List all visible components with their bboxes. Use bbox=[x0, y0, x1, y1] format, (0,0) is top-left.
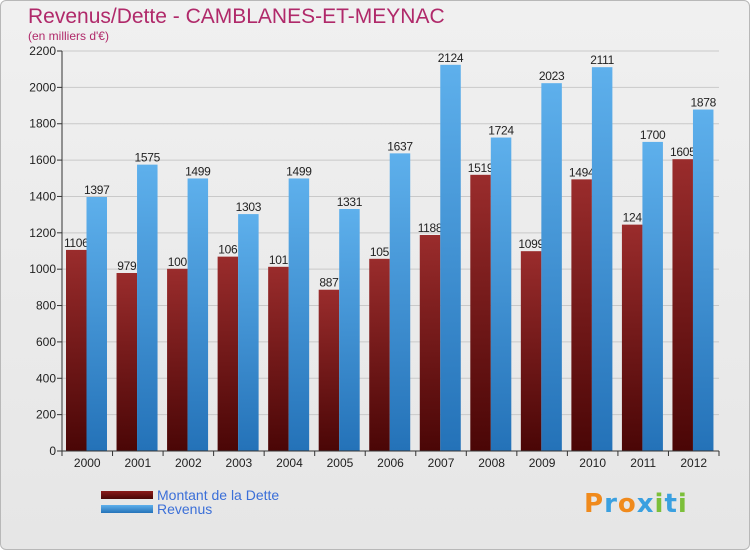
logo-letter: P bbox=[584, 489, 605, 519]
xtick-label-2004: 2004 bbox=[276, 456, 303, 470]
bar-revenus-2001 bbox=[137, 164, 158, 452]
data-label-dette-2007: 1188 bbox=[418, 221, 443, 235]
data-label-dette-2010: 1494 bbox=[569, 165, 595, 179]
bar-revenus-2008 bbox=[490, 137, 512, 451]
chart-title: Revenus/Dette - CAMBLANES-ET-MEYNAC bbox=[28, 5, 445, 28]
xtick-label-2005: 2005 bbox=[327, 456, 354, 470]
ytick-label-1400: 1400 bbox=[29, 189, 56, 203]
ytick-label-1000: 1000 bbox=[29, 262, 56, 276]
data-label-revenus-2006: 1637 bbox=[387, 139, 413, 153]
data-label-revenus-2012: 1878 bbox=[690, 96, 716, 110]
data-label-dette-2008: 1519 bbox=[468, 161, 494, 175]
data-label-dette-2005: 887 bbox=[319, 276, 339, 290]
data-label-revenus-2004: 1499 bbox=[286, 164, 312, 178]
data-label-dette-2001: 979 bbox=[117, 259, 137, 273]
bar-revenus-2011 bbox=[642, 141, 663, 451]
ytick-label-400: 400 bbox=[36, 371, 56, 385]
bar-dette-2005 bbox=[318, 289, 340, 451]
data-label-dette-2009: 1099 bbox=[518, 237, 544, 251]
xtick-label-2006: 2006 bbox=[377, 456, 404, 470]
data-label-dette-2012: 1605 bbox=[670, 145, 696, 159]
xtick-label-2003: 2003 bbox=[226, 456, 253, 470]
data-label-revenus-2007: 2124 bbox=[438, 51, 464, 65]
data-label-revenus-2000: 1397 bbox=[84, 183, 110, 197]
ytick-label-800: 800 bbox=[36, 299, 56, 313]
logo-letter: o bbox=[617, 489, 637, 519]
bar-revenus-2012 bbox=[692, 109, 714, 451]
data-label-revenus-2001: 1575 bbox=[135, 151, 161, 165]
data-label-revenus-2011: 1700 bbox=[640, 128, 666, 142]
ytick-label-1200: 1200 bbox=[29, 226, 56, 240]
bar-revenus-2005 bbox=[339, 209, 360, 451]
bar-revenus-2009 bbox=[541, 83, 562, 451]
bar-dette-2009 bbox=[520, 251, 542, 451]
bars: 1106 1397 979 1575 100 1499 106 1303 101 1499 887 1… bbox=[64, 51, 717, 452]
bar-revenus-2002 bbox=[187, 178, 209, 452]
data-label-revenus-2010: 2111 bbox=[590, 53, 614, 67]
logo-letter: i bbox=[677, 489, 688, 519]
data-label-dette-2002: 100 bbox=[168, 255, 188, 269]
bar-revenus-2007 bbox=[440, 64, 461, 451]
bar-dette-2006 bbox=[369, 258, 390, 451]
data-label-dette-2003: 106 bbox=[218, 243, 238, 257]
xtick-label-2008: 2008 bbox=[478, 456, 505, 470]
data-label-revenus-2002: 1499 bbox=[185, 164, 211, 178]
bar-dette-2001 bbox=[116, 273, 138, 451]
legend-item-dette: Montant de la Dette bbox=[101, 487, 279, 503]
data-label-dette-2000: 1106 bbox=[64, 236, 89, 250]
logo-letter: i bbox=[654, 489, 665, 519]
data-label-dette-2011: 124 bbox=[623, 211, 643, 225]
bar-dette-2012 bbox=[672, 159, 693, 451]
data-label-revenus-2005: 1331 bbox=[337, 195, 363, 209]
proxiti-logo: Proxiti bbox=[584, 489, 688, 519]
xtick-label-2001: 2001 bbox=[124, 456, 151, 470]
data-label-revenus-2008: 1724 bbox=[488, 124, 514, 138]
bar-dette-2007 bbox=[419, 235, 441, 451]
ytick-label-0: 0 bbox=[49, 444, 56, 458]
bar-dette-2004 bbox=[268, 266, 289, 451]
xtick-label-2010: 2010 bbox=[579, 456, 606, 470]
chart-subtitle: (en milliers d'€) bbox=[28, 29, 109, 43]
axes: 0 200 400 600 800 1000 1200 1400 1600 1800 2000 220… bbox=[29, 44, 720, 470]
ytick-label-1800: 1800 bbox=[29, 117, 56, 131]
bar-revenus-2006 bbox=[389, 153, 411, 451]
legend-swatch-dette bbox=[101, 491, 153, 499]
xtick-label-2007: 2007 bbox=[428, 456, 455, 470]
ytick-label-600: 600 bbox=[36, 335, 56, 349]
bar-revenus-2003 bbox=[238, 214, 259, 451]
ytick-label-2200: 2200 bbox=[29, 44, 56, 58]
ytick-label-200: 200 bbox=[36, 408, 56, 422]
data-label-dette-2006: 105 bbox=[370, 245, 390, 259]
data-label-revenus-2009: 2023 bbox=[539, 69, 565, 83]
logo-letter: r bbox=[604, 489, 618, 519]
logo-letter: t bbox=[664, 489, 678, 519]
bar-revenus-2010 bbox=[591, 67, 613, 451]
logo-letter: x bbox=[636, 489, 655, 519]
xtick-label-2000: 2000 bbox=[74, 456, 101, 470]
data-label-dette-2004: 101 bbox=[269, 253, 289, 267]
ytick-label-2000: 2000 bbox=[29, 80, 56, 94]
ytick-label-1600: 1600 bbox=[29, 153, 56, 167]
legend-swatch-revenus bbox=[101, 505, 153, 513]
bar-dette-2002 bbox=[167, 268, 188, 451]
bar-dette-2000 bbox=[66, 249, 87, 451]
xtick-label-2012: 2012 bbox=[680, 456, 707, 470]
legend-item-revenus: Revenus bbox=[101, 501, 212, 517]
bar-revenus-2004 bbox=[288, 178, 310, 452]
legend-label-dette: Montant de la Dette bbox=[157, 487, 280, 503]
bar-dette-2011 bbox=[621, 224, 643, 451]
legend-label-revenus: Revenus bbox=[157, 501, 213, 517]
xtick-label-2002: 2002 bbox=[175, 456, 202, 470]
bar-revenus-2000 bbox=[86, 197, 107, 451]
xtick-label-2009: 2009 bbox=[529, 456, 556, 470]
data-label-revenus-2003: 1303 bbox=[236, 200, 262, 214]
bar-dette-2003 bbox=[217, 256, 239, 451]
bar-dette-2010 bbox=[571, 179, 592, 451]
xtick-label-2011: 2011 bbox=[630, 456, 656, 470]
bar-dette-2008 bbox=[470, 174, 491, 451]
